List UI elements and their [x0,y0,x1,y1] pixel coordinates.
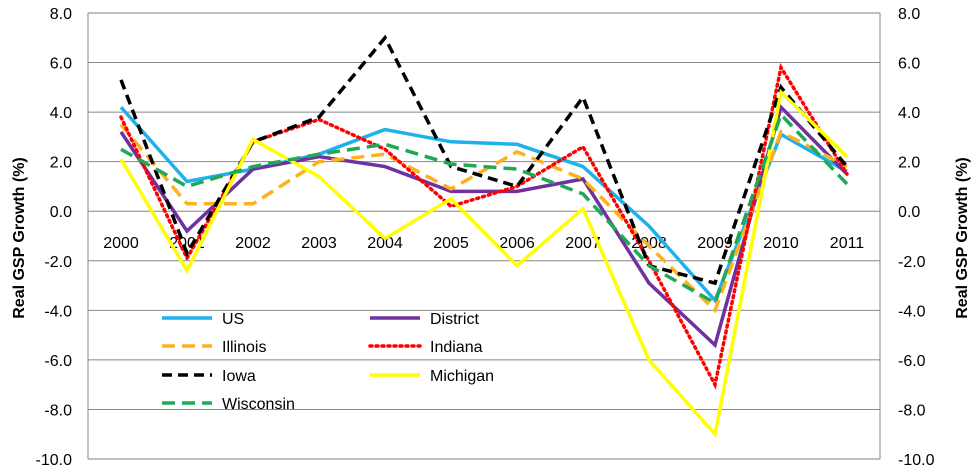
x-tick-label: 2003 [301,235,337,252]
y-tick-label-left: 6.0 [50,56,72,73]
series-line-illinois [119,123,848,314]
y-tick-label-right: -8.0 [898,402,926,419]
x-axis: 2000 2001 2002 2003 2004 2005 2006 2007 2008 2009… [103,235,864,252]
y-tick-label-right: 8.0 [898,6,920,23]
series-line-michigan [119,88,849,439]
x-tick-label: 2010 [763,235,799,252]
legend-label-michigan: Michigan [430,368,494,385]
x-tick-label: 2006 [499,235,535,252]
y-tick-label-left: 2.0 [50,155,72,172]
y-tick-label-left: -6.0 [44,353,72,370]
y-tick-label-right: -4.0 [898,303,926,320]
y-tick-label-left: 4.0 [50,105,72,122]
y-tick-label-left: 8.0 [50,6,72,23]
y-tick-label-left: -4.0 [44,303,72,320]
y-tick-label-right: -10.0 [898,452,935,469]
y-axis-title-right: Real GSP Growth (%) [954,157,971,319]
y-axis-title-left: Real GSP Growth (%) [11,157,28,319]
y-tick-label-left: -8.0 [44,402,72,419]
x-tick-label: 2009 [697,235,733,252]
x-tick-label: 2011 [830,235,865,252]
x-tick-label: 2007 [565,235,601,252]
series-group [119,34,849,439]
x-tick-label: 2004 [367,235,403,252]
y-tick-label-right: 4.0 [898,105,920,122]
plot-frame [87,13,881,460]
y-tick-label-right: 2.0 [898,155,920,172]
legend-label-indiana: Indiana [430,339,483,356]
series-line-wisconsin [120,111,849,306]
y-tick-label-left: -2.0 [44,254,72,271]
x-tick-label: 2000 [103,235,139,252]
x-tick-label: 2002 [235,235,271,252]
gridlines [88,12,880,410]
legend-label-district: District [430,311,479,328]
x-tick-label: 2005 [433,235,469,252]
y-tick-label-right: -6.0 [898,353,926,370]
legend-label-illinois: Illinois [222,339,266,356]
y-tick-label-left: 0.0 [50,204,72,221]
series-line-indiana [119,62,849,390]
legend-label-iowa: Iowa [222,368,256,385]
y-tick-label-right: 0.0 [898,204,920,221]
y-axis-right: 8.0 6.0 4.0 2.0 0.0 -2.0 -4.0 -6.0 -8.0 -10.0 [898,6,935,469]
y-tick-label-right: 6.0 [898,56,920,73]
legend-label-wisconsin: Wisconsin [222,396,295,413]
y-tick-label-left: -10.0 [36,452,73,469]
legend: US District Illinois Indiana Iowa Michigan Wis… [162,311,494,413]
series-line-district [119,103,849,349]
y-tick-label-right: -2.0 [898,254,926,271]
legend-label-us: US [222,311,244,328]
y-axis-left: 8.0 6.0 4.0 2.0 0.0 -2.0 -4.0 -6.0 -8.0 -10.0 [36,6,73,469]
